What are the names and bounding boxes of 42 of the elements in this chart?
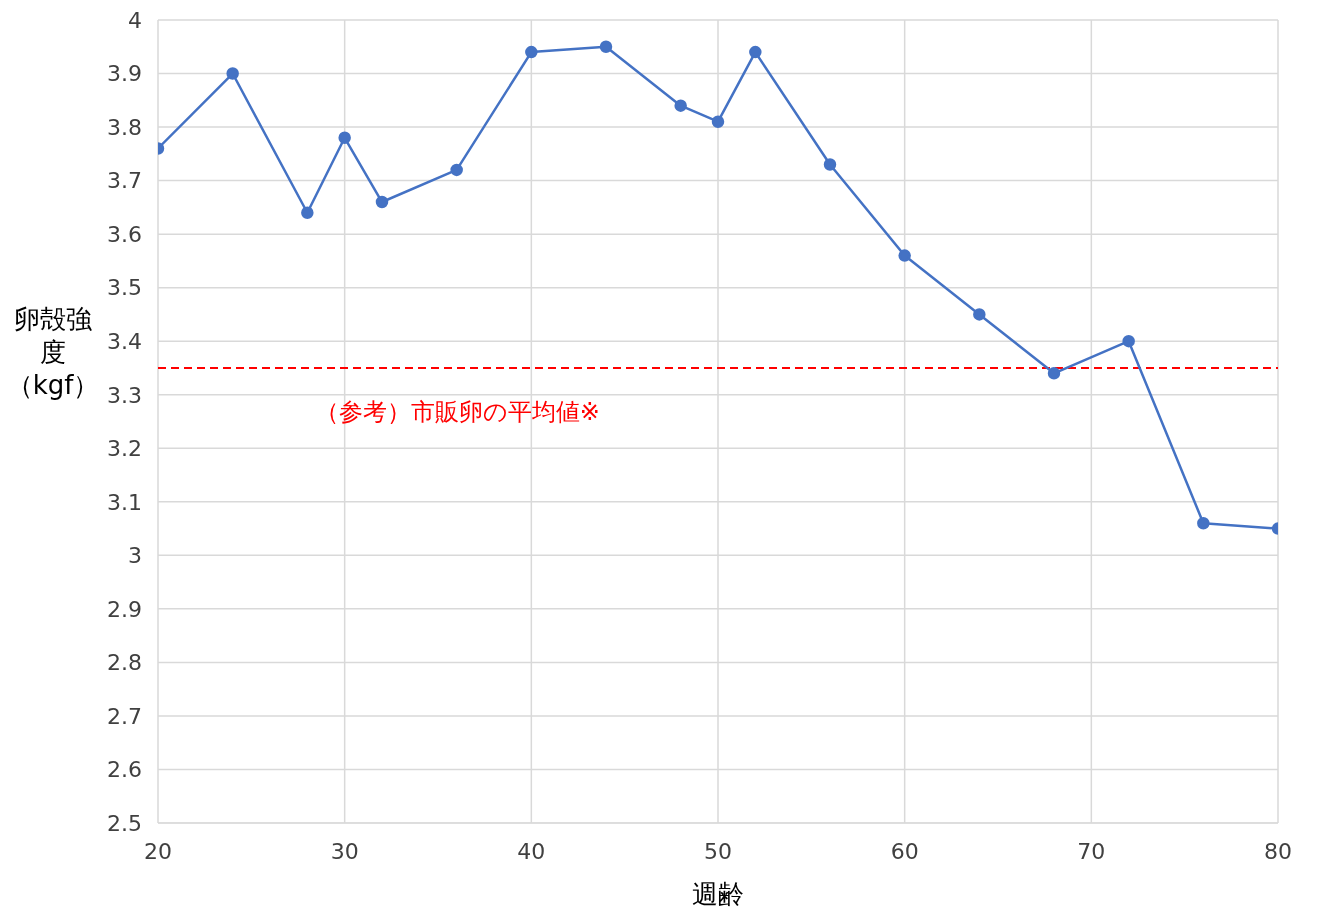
y-tick-label: 2.8 — [107, 650, 142, 676]
x-tick-label: 70 — [1077, 838, 1106, 864]
y-tick-label: 2.5 — [107, 810, 142, 836]
y-tick-label: 3.4 — [107, 329, 142, 355]
point — [674, 99, 687, 112]
point — [525, 45, 538, 59]
y-tick-label: 3.3 — [107, 382, 142, 408]
y-tick-label: 3.2 — [107, 436, 142, 462]
y-tick-label: 2.7 — [107, 703, 142, 729]
y-tick-label: 3.5 — [107, 275, 142, 301]
point — [338, 131, 351, 145]
point — [898, 249, 911, 262]
x-tick-label: 80 — [1264, 838, 1292, 864]
point — [450, 163, 463, 177]
point — [711, 115, 725, 128]
point — [973, 308, 986, 321]
x-tick-label: 50 — [704, 838, 732, 864]
point — [226, 67, 239, 80]
point — [375, 195, 389, 209]
x-tick-label: 60 — [890, 838, 919, 864]
y-tick-label: 3 — [128, 543, 142, 569]
point — [749, 45, 762, 59]
y-tick-label: 3.8 — [107, 114, 142, 140]
x-axis-title: 週齢 — [692, 879, 744, 909]
y-tick-label: 2.9 — [107, 596, 142, 622]
y-axis-title: 卵殻強度（kgf） — [6, 303, 100, 402]
y-tick-label: 3.1 — [107, 489, 142, 515]
point — [1047, 367, 1061, 380]
ref-line-label: （参考）市販卵の平均値※ — [314, 397, 600, 426]
point — [1197, 516, 1210, 530]
x-tick-label: 20 — [144, 838, 172, 864]
point — [823, 158, 837, 171]
point — [301, 206, 314, 219]
y-tick-label: 3.9 — [107, 61, 142, 87]
y-tick-label: 4 — [128, 7, 142, 33]
y-tick-label: 2.6 — [107, 757, 142, 783]
point — [599, 40, 613, 54]
x-tick-label: 30 — [330, 838, 359, 864]
y-tick-label: 3.6 — [107, 221, 142, 247]
point — [1122, 334, 1135, 348]
y-tick-label: 3.7 — [107, 168, 142, 194]
x-tick-label: 40 — [517, 838, 546, 864]
